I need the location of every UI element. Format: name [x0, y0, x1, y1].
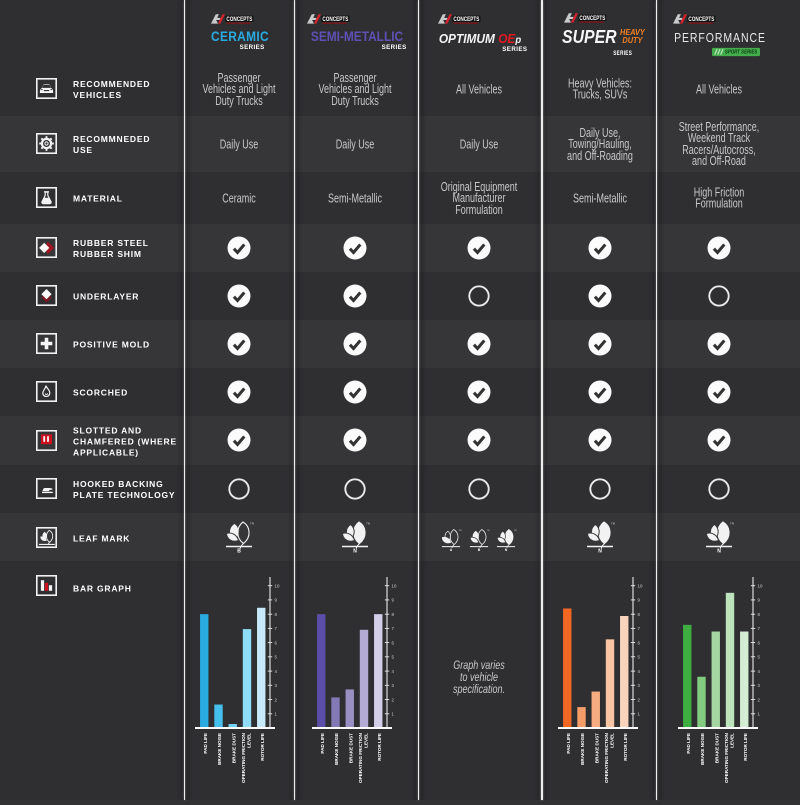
svg-text:2: 2 — [758, 697, 761, 702]
svg-text:BRAKE NOISE: BRAKE NOISE — [580, 733, 585, 765]
svg-text:N: N — [717, 549, 721, 554]
svg-text:1: 1 — [274, 712, 277, 717]
svg-text:4: 4 — [274, 669, 277, 674]
svg-text:TM: TM — [458, 530, 461, 532]
svg-text:N: N — [504, 548, 507, 552]
svg-text:4: 4 — [638, 669, 641, 674]
svg-text:6: 6 — [758, 640, 761, 645]
svg-text:5: 5 — [638, 655, 641, 660]
svg-text:5: 5 — [758, 655, 761, 660]
svg-text:9: 9 — [758, 598, 761, 603]
svg-text:8: 8 — [392, 612, 395, 617]
svg-text:9: 9 — [392, 598, 395, 603]
svg-text:3: 3 — [274, 683, 277, 688]
svg-text:1: 1 — [638, 712, 641, 717]
svg-text:BRAKE DUST: BRAKE DUST — [349, 733, 354, 763]
svg-text:2: 2 — [274, 697, 277, 702]
svg-text:CONCEPTS: CONCEPTS — [688, 17, 714, 23]
svg-text:PAD LIFE: PAD LIFE — [566, 733, 571, 754]
svg-text:ROTOR LIFE: ROTOR LIFE — [743, 733, 748, 761]
svg-text:3: 3 — [392, 683, 395, 688]
svg-text:LEVEL: LEVEL — [609, 733, 614, 748]
svg-text:2: 2 — [638, 697, 641, 702]
svg-text:7: 7 — [392, 626, 395, 631]
svg-text:4: 4 — [758, 669, 761, 674]
svg-text:CONCEPTS: CONCEPTS — [453, 17, 479, 23]
svg-text:N: N — [353, 549, 357, 554]
svg-text:1: 1 — [392, 712, 395, 717]
svg-text:TM: TM — [730, 522, 734, 526]
svg-text:7: 7 — [274, 626, 277, 631]
svg-text:CONCEPTS: CONCEPTS — [579, 16, 605, 22]
svg-text:PAD LIFE: PAD LIFE — [686, 733, 691, 754]
svg-text:10: 10 — [392, 584, 397, 589]
svg-text:PAD LIFE: PAD LIFE — [320, 733, 325, 754]
svg-text:8: 8 — [758, 612, 761, 617]
svg-text:1: 1 — [758, 712, 761, 717]
svg-text:LEVEL: LEVEL — [364, 733, 369, 748]
svg-text:5: 5 — [274, 655, 277, 660]
svg-text:PAD LIFE: PAD LIFE — [203, 733, 208, 754]
svg-text:8: 8 — [274, 612, 277, 617]
svg-text:ROTOR LIFE: ROTOR LIFE — [260, 733, 265, 761]
svg-text:4: 4 — [392, 669, 395, 674]
svg-text:LEVEL: LEVEL — [730, 733, 735, 748]
svg-text:3: 3 — [758, 683, 761, 688]
svg-text:ROTOR LIFE: ROTOR LIFE — [623, 733, 628, 761]
svg-text:2: 2 — [392, 697, 395, 702]
svg-text:BRAKE NOISE: BRAKE NOISE — [700, 733, 705, 765]
svg-text:TM: TM — [486, 530, 489, 532]
svg-text:10: 10 — [758, 584, 763, 589]
svg-text:A: A — [450, 548, 453, 552]
svg-text:CONCEPTS: CONCEPTS — [322, 17, 348, 23]
svg-text:ROTOR LIFE: ROTOR LIFE — [377, 733, 382, 761]
svg-text:OPERATING FRICTION: OPERATING FRICTION — [241, 732, 246, 783]
svg-text:BRAKE NOISE: BRAKE NOISE — [334, 733, 339, 765]
svg-text:B: B — [477, 548, 480, 552]
svg-text:10: 10 — [638, 584, 643, 589]
svg-text:N: N — [598, 549, 602, 554]
svg-text:9: 9 — [274, 598, 277, 603]
svg-text:7: 7 — [758, 626, 761, 631]
svg-text:CONCEPTS: CONCEPTS — [226, 17, 252, 23]
svg-text:BRAKE NOISE: BRAKE NOISE — [217, 733, 222, 765]
svg-text:BRAKE DUST: BRAKE DUST — [231, 733, 236, 763]
svg-text:SPORT SERIES: SPORT SERIES — [725, 50, 758, 56]
svg-text:6: 6 — [638, 640, 641, 645]
svg-text:3: 3 — [638, 683, 641, 688]
svg-text:6: 6 — [392, 640, 395, 645]
svg-text:6: 6 — [274, 640, 277, 645]
svg-text:OPERATING FRICTION: OPERATING FRICTION — [604, 732, 609, 783]
svg-text:B: B — [237, 549, 241, 554]
svg-text:OPERATING FRICTION: OPERATING FRICTION — [724, 732, 729, 783]
svg-text:BRAKE DUST: BRAKE DUST — [594, 733, 599, 763]
svg-text:BRAKE DUST: BRAKE DUST — [715, 733, 720, 763]
svg-text:5: 5 — [392, 655, 395, 660]
svg-text:LEVEL: LEVEL — [246, 733, 251, 748]
svg-text:7: 7 — [638, 626, 641, 631]
svg-text:9: 9 — [638, 598, 641, 603]
svg-text:TM: TM — [611, 522, 615, 526]
svg-text:TM: TM — [250, 522, 254, 526]
svg-text:TM: TM — [513, 530, 516, 532]
svg-text:8: 8 — [638, 612, 641, 617]
svg-text:10: 10 — [274, 584, 279, 589]
svg-text:TM: TM — [366, 522, 370, 526]
svg-text:OPERATING FRICTION: OPERATING FRICTION — [358, 732, 363, 783]
